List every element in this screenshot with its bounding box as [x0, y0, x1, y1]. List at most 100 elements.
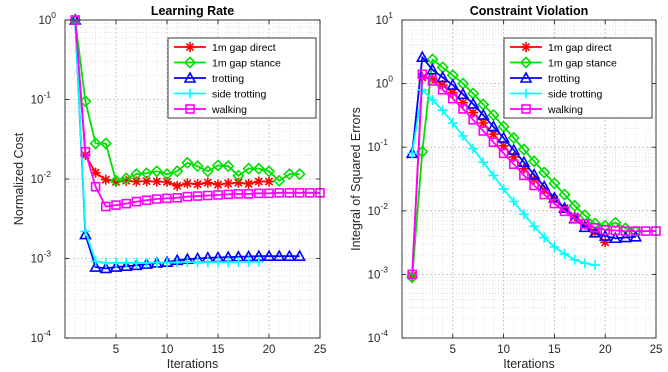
data-point — [569, 211, 580, 222]
data-point — [243, 189, 254, 199]
data-point — [171, 165, 184, 178]
data-point — [498, 184, 509, 195]
data-point — [539, 232, 550, 243]
data-point — [488, 129, 499, 140]
ticks: 5 10 15 20 25 100 10-1 10-2 10-3 10-4 — [31, 10, 327, 356]
data-point — [213, 190, 223, 200]
y-tick-label: 10-1 — [31, 90, 52, 107]
x-tick-label: 10 — [161, 344, 174, 356]
legend: 1m gap direct 1m gap stance trotting side t… — [503, 37, 653, 119]
data-point — [172, 193, 182, 203]
data-point — [283, 249, 296, 261]
x-tick-label: 10 — [497, 344, 510, 356]
legend-label: trotting — [548, 73, 580, 85]
data-point — [478, 126, 489, 136]
data-point — [223, 257, 234, 268]
legend-marker — [521, 88, 531, 99]
series-group — [68, 13, 325, 274]
y-tick-label: 100 — [38, 10, 56, 27]
left-panel: 5 10 15 20 25 100 10-1 10-2 10-3 10-4 Learning Rat… — [12, 4, 326, 371]
y-tick-label: 10-4 — [368, 328, 389, 345]
data-point — [264, 176, 274, 187]
data-point — [293, 168, 306, 181]
data-point — [578, 220, 592, 233]
data-point — [641, 226, 651, 236]
x-axis-label: Iterations — [503, 357, 554, 371]
data-point — [488, 170, 499, 181]
data-point — [151, 176, 162, 187]
data-point — [427, 95, 438, 106]
data-point — [620, 226, 631, 236]
legend-label: trotting — [212, 73, 244, 85]
data-point — [79, 227, 92, 240]
data-point — [253, 256, 264, 267]
data-point — [252, 162, 265, 175]
data-point — [527, 168, 541, 180]
x-tick-label: 25 — [650, 344, 663, 356]
data-point — [152, 194, 162, 204]
data-point — [121, 175, 132, 186]
x-tick-label: 15 — [212, 344, 225, 356]
x-tick-label: 20 — [263, 344, 276, 356]
data-point — [111, 200, 121, 210]
data-point — [304, 188, 315, 198]
data-point — [468, 143, 479, 154]
data-point — [100, 257, 111, 268]
data-point — [508, 159, 519, 170]
y-tick-label: 10-1 — [368, 137, 389, 154]
data-point — [242, 162, 255, 175]
data-point — [90, 167, 101, 178]
data-point — [619, 230, 632, 243]
data-point — [487, 120, 500, 132]
data-point — [598, 229, 612, 241]
legend-marker — [183, 56, 197, 69]
legend-marker — [521, 42, 531, 52]
data-point — [580, 219, 590, 229]
legend-label: side trotting — [548, 89, 602, 101]
data-point — [478, 157, 489, 168]
data-point — [233, 177, 244, 188]
data-point — [150, 165, 163, 178]
x-tick-label: 20 — [599, 344, 612, 356]
data-point — [488, 137, 499, 147]
legend: 1m gap direct 1m gap stance trotting side t… — [167, 37, 317, 119]
data-point — [232, 169, 245, 182]
data-point — [181, 156, 194, 169]
legend-marker — [185, 104, 195, 114]
series-line-4 — [74, 19, 320, 208]
data-point — [519, 170, 529, 181]
data-point — [89, 260, 102, 272]
data-point — [274, 188, 285, 198]
data-point — [527, 155, 541, 168]
data-point — [457, 97, 468, 108]
data-point — [141, 176, 152, 187]
data-point — [233, 256, 244, 267]
data-point — [508, 196, 519, 207]
data-point — [478, 118, 489, 129]
legend-marker — [519, 56, 533, 69]
y-axis-label: Normalized Cost — [12, 132, 26, 225]
data-point — [131, 196, 142, 207]
data-point — [264, 188, 274, 199]
data-point — [498, 148, 509, 159]
data-point — [437, 84, 448, 95]
data-point — [192, 179, 203, 190]
series-line-4 — [411, 73, 656, 275]
axes-frame — [401, 19, 657, 339]
data-point — [549, 241, 560, 252]
data-point — [243, 256, 254, 267]
data-point — [600, 225, 611, 235]
data-point — [130, 258, 143, 271]
chart-title: Learning Rate — [151, 4, 234, 18]
data-point — [182, 191, 193, 202]
data-point — [507, 143, 521, 155]
data-point — [141, 195, 152, 206]
data-point — [529, 180, 539, 191]
data-point — [172, 257, 183, 268]
x-axis-label: Iterations — [167, 357, 218, 371]
data-point — [529, 174, 540, 185]
data-point — [141, 257, 152, 268]
data-point — [223, 189, 233, 200]
data-point — [569, 254, 580, 265]
